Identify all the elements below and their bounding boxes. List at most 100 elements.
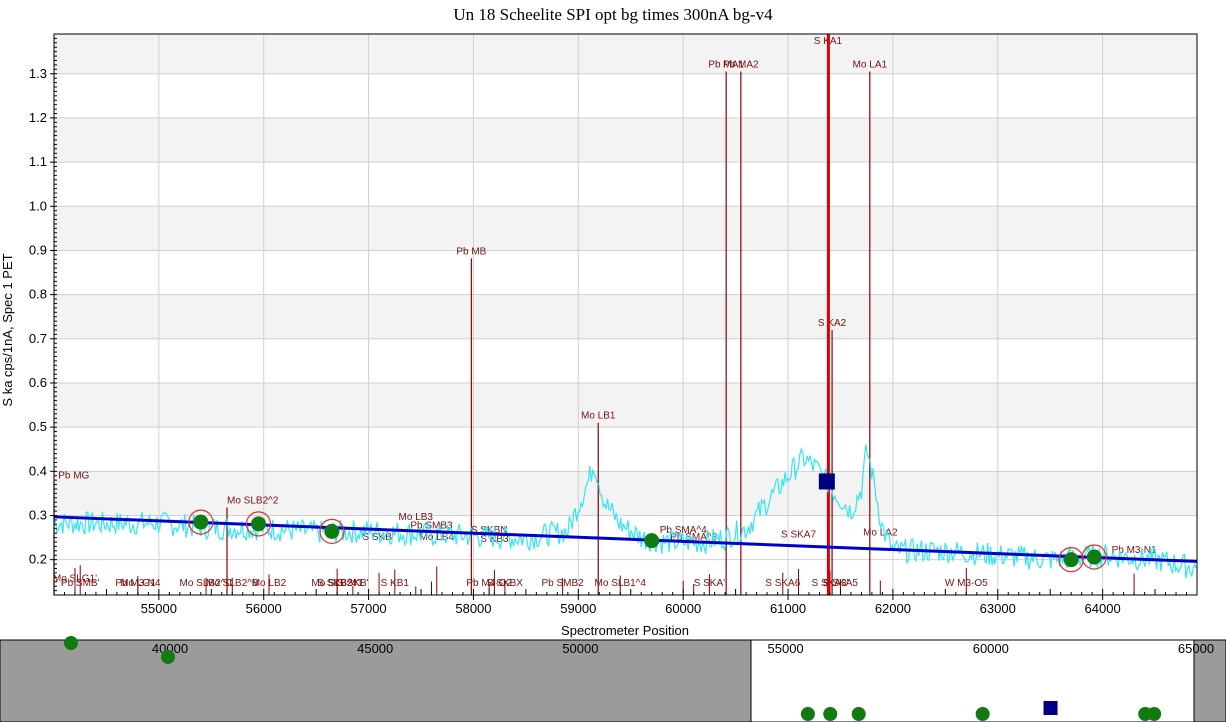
x-tick-label: 57000 [351, 601, 387, 616]
plot-band [54, 117, 1197, 163]
navigator-point [64, 636, 78, 650]
plot-background-bands [54, 34, 1197, 516]
background-point[interactable] [324, 523, 340, 539]
navigator-point [975, 707, 990, 721]
navigator-tick-label: 60000 [973, 641, 1009, 656]
kline-label: S KB3 [480, 534, 509, 545]
background-fit [53, 515, 1198, 563]
background-point[interactable] [644, 533, 660, 549]
kline-label: Pb MA2 [723, 60, 759, 71]
x-tick-label: 61000 [770, 601, 806, 616]
x-tick-label: 58000 [455, 601, 491, 616]
x-tick-label: 64000 [1085, 601, 1121, 616]
kline-label: S SKA' [694, 578, 725, 589]
plot-band [54, 471, 1197, 516]
y-tick-label: 0.8 [29, 287, 47, 302]
x-axis-label: Spectrometer Position [561, 623, 689, 638]
kline-label: Mo LG1 [120, 578, 156, 589]
kline-label: W M3-O5 [945, 578, 988, 589]
y-tick-label: 0.2 [29, 552, 47, 567]
plot-band [54, 206, 1197, 251]
kline-label: Mo LB2 [252, 578, 287, 589]
y-tick-label: 0.9 [29, 242, 47, 257]
background-points[interactable] [188, 473, 1107, 573]
navigator-tick-label: 45000 [357, 641, 393, 656]
kline-label: Pb MA1 [708, 60, 744, 71]
selected-ring [1081, 544, 1107, 570]
y-tick-label: 0.7 [29, 331, 47, 346]
kline-label: Mo SLG1' [53, 574, 97, 585]
y-tick-label: 0.5 [29, 419, 47, 434]
kline-label: S KB1 [381, 578, 410, 589]
spectrum-trace [53, 444, 1197, 579]
kline-label: Mo LB3 [399, 512, 434, 523]
kline-label: S KA2 [818, 318, 847, 329]
y-tick-label: 0.6 [29, 375, 47, 390]
kline-label: Pb M3-N1 [1112, 545, 1157, 556]
navigator-tick-label: 65000 [1178, 641, 1214, 656]
navigator-point [1147, 707, 1162, 721]
selected-ring [319, 518, 345, 544]
selected-ring [188, 509, 214, 535]
x-tick-label: 60000 [665, 601, 701, 616]
overview-navigator[interactable]: 40000 45000 50000 55000 60000 65000 [0, 636, 1226, 722]
kline-label: Pb SMA^3 [670, 532, 717, 543]
plot-band [54, 34, 1197, 74]
selected-ring [1058, 547, 1084, 573]
background-point[interactable] [250, 516, 266, 532]
navigator-tick-label: 40000 [152, 641, 188, 656]
kline-label: S SKA7 [781, 530, 816, 541]
kline-label: Mo SLB2^B [206, 578, 259, 589]
kline-label: S SKA6 [765, 578, 800, 589]
kline-label: Mo LA2 [863, 527, 898, 538]
background-point[interactable] [1063, 552, 1079, 568]
kline-label: Pb MB [456, 246, 486, 257]
kline-label: Pb SMB3 [410, 521, 453, 532]
y-tick-label: 0.3 [29, 507, 47, 522]
background-point[interactable] [193, 514, 209, 530]
x-tick-label: 56000 [246, 601, 282, 616]
kline-label: Mo SLB1^4 [595, 578, 647, 589]
navigator-window[interactable] [750, 639, 1195, 722]
navigator-point [161, 650, 175, 664]
kline-label: Mo SLB2^1 [311, 578, 363, 589]
kline-label: S SKA3' [812, 578, 849, 589]
spectrum-series [53, 444, 1197, 579]
plot-band [54, 382, 1197, 428]
navigator-point [823, 707, 838, 721]
x-tick-label: 59000 [560, 601, 596, 616]
kline-label: Pb SMA^4 [660, 525, 707, 536]
kline-label: Mo SLB2^2 [227, 496, 279, 507]
kline-label: Mo SLB2^C [180, 578, 233, 589]
x-tick-label: 55000 [141, 601, 177, 616]
grid-lines [54, 34, 1197, 595]
navigator-point [851, 707, 866, 721]
y-tick-label: 0.4 [29, 463, 47, 478]
plot-frame [53, 33, 1198, 596]
kline-label: Mo LB1 [581, 411, 616, 422]
kline-label: S SKA5 [823, 578, 858, 589]
y-axis-label: S ka cps/1nA, Spec 1 PET [0, 253, 15, 406]
navigator-tick-label: 50000 [562, 641, 598, 656]
y-tick-label: 1.2 [29, 110, 47, 125]
navigator-point [800, 707, 815, 721]
peak-marker[interactable] [818, 473, 835, 490]
kline-label: Pb MG [58, 470, 89, 481]
kline-label: S SKB' [337, 578, 368, 589]
x-tick-label: 63000 [980, 601, 1016, 616]
x-tick-label: 62000 [875, 601, 911, 616]
background-fit-line [53, 515, 1198, 563]
kline-label: Mo LB4 [420, 532, 455, 543]
background-point[interactable] [1086, 549, 1102, 565]
plot-band [54, 294, 1197, 339]
y-tick-label: 1.0 [29, 198, 47, 213]
kline-label: S SKBX [487, 578, 523, 589]
y-tick-label: 1.1 [29, 154, 47, 169]
navigator-tick-label: 55000 [768, 641, 804, 656]
navigator-peak-marker [1043, 701, 1058, 715]
y-tick-label: 1.3 [29, 66, 47, 81]
axis-ticks: 55000 56000 57000 58000 59000 60000 61000 62000… [29, 37, 1198, 616]
kline-label: Pb SMB' [61, 578, 100, 589]
chart-title: Un 18 Scheelite SPI opt bg times 300nA b… [453, 5, 773, 24]
